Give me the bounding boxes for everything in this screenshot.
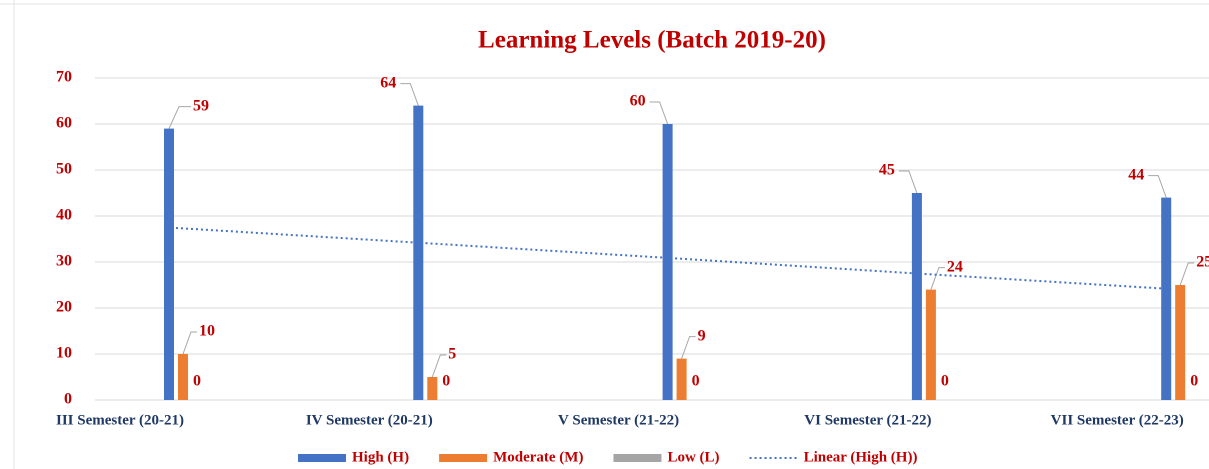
legend-swatch — [613, 454, 662, 462]
data-label: 60 — [630, 93, 646, 110]
data-label: 0 — [1190, 373, 1198, 390]
x-tick-label: V Semester (21-22) — [558, 412, 679, 428]
data-label: 0 — [692, 373, 700, 390]
x-tick-label: III Semester (20-21) — [56, 412, 184, 428]
bar — [164, 128, 174, 400]
x-tick-label: VII Semester (22-23) — [1051, 412, 1184, 428]
data-label: 9 — [698, 327, 706, 344]
data-label: 0 — [193, 373, 201, 390]
y-tick-label: 10 — [56, 345, 72, 362]
trendline — [175, 226, 1174, 291]
y-tick-label: 60 — [56, 115, 72, 132]
leader-line — [649, 101, 669, 125]
data-label: 59 — [193, 97, 209, 114]
bar — [911, 193, 922, 400]
data-label: 25 — [1196, 254, 1209, 271]
data-label: 5 — [448, 346, 456, 363]
data-label: 0 — [941, 373, 949, 390]
y-tick-label: 0 — [64, 391, 72, 408]
legend-label: Moderate (M) — [493, 449, 583, 465]
leader-line — [930, 267, 945, 290]
legend-swatch — [439, 454, 488, 462]
leader-line — [400, 83, 419, 106]
bar — [662, 124, 673, 400]
leader-line — [898, 170, 918, 194]
bar — [925, 289, 936, 400]
legend-label: High (H) — [352, 449, 409, 465]
bar — [1175, 285, 1186, 400]
y-tick-label: 50 — [56, 161, 72, 178]
chart-title: Learning Levels (Batch 2019-20) — [478, 27, 826, 54]
y-tick-label: 70 — [56, 69, 72, 86]
leader-line — [431, 354, 447, 378]
leader-line — [1179, 262, 1195, 286]
bar — [413, 105, 424, 400]
leader-line — [1148, 175, 1167, 198]
leader-line — [168, 106, 191, 129]
data-label: 10 — [199, 323, 215, 340]
data-label: 45 — [879, 162, 895, 179]
data-label: 44 — [1128, 166, 1144, 183]
y-tick-label: 40 — [56, 207, 72, 224]
bar — [427, 377, 438, 400]
bar — [676, 358, 687, 400]
legend-swatch — [298, 454, 346, 462]
y-tick-label: 30 — [56, 253, 72, 270]
bar — [178, 354, 188, 400]
data-label: 0 — [442, 373, 450, 390]
y-tick-label: 20 — [56, 299, 72, 316]
data-label: 64 — [380, 74, 396, 91]
x-tick-label: IV Semester (20-21) — [306, 412, 433, 428]
x-tick-label: VI Semester (21-22) — [804, 412, 931, 428]
legend-label: Low (L) — [667, 449, 719, 465]
leader-line — [681, 336, 696, 359]
data-label: 24 — [947, 258, 963, 275]
legend-label: Linear (High (H)) — [804, 449, 918, 465]
leader-line — [182, 331, 197, 355]
bar — [1161, 197, 1172, 400]
